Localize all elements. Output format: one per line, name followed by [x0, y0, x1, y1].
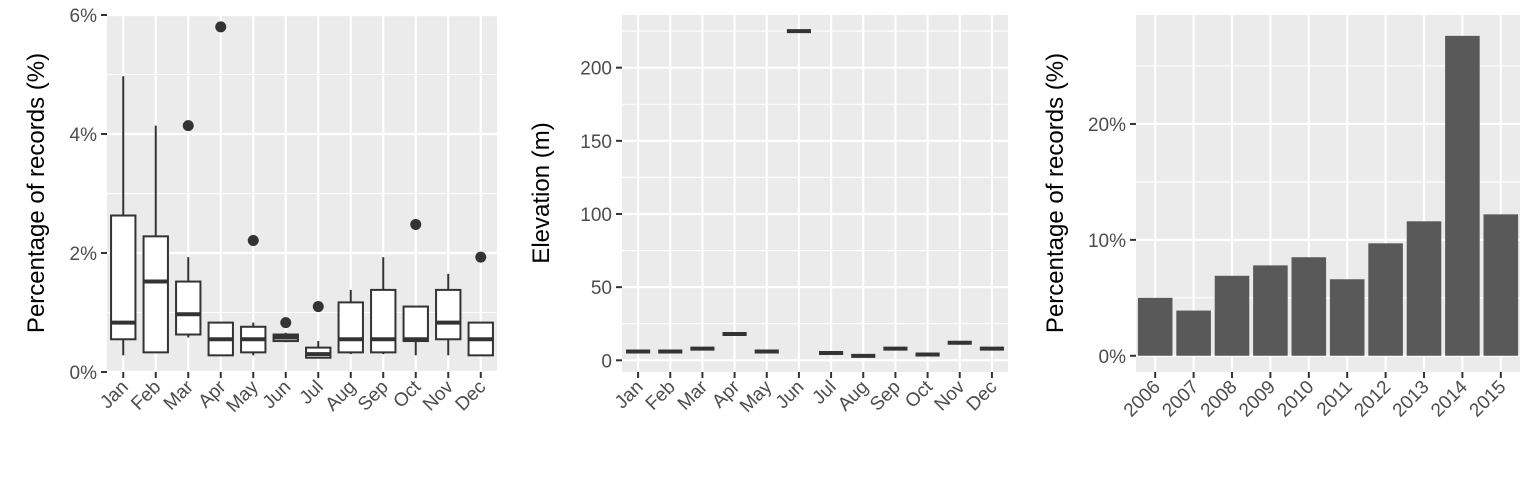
x-tick-label: Feb [642, 377, 680, 415]
x-tick-label: Sep [354, 377, 393, 416]
box-body [435, 288, 462, 341]
y-tick-labels: 0% 2% 4% 6% [70, 6, 107, 384]
y-axis-title: Percentage of records (%) [23, 53, 50, 333]
box-body [370, 288, 397, 354]
x-tick-label: 2012 [1350, 377, 1395, 422]
bar [1291, 257, 1327, 356]
bar-marks [1137, 35, 1519, 356]
box-outlier [182, 120, 194, 132]
x-tick-label: 2015 [1466, 377, 1511, 422]
x-tick-label: Jan [96, 377, 133, 414]
x-tick-label: Aug [322, 377, 361, 416]
x-tick-label: Oct [901, 376, 937, 412]
y-axis-title: Percentage of records (%) [1042, 53, 1069, 333]
box-body [175, 280, 202, 336]
box-outlier [247, 235, 259, 247]
x-tick-label: Mar [674, 376, 712, 414]
bar [1406, 221, 1442, 356]
box-marks [110, 21, 494, 359]
x-tick-label: 2008 [1197, 377, 1242, 422]
y-axis-title: Elevation (m) [528, 122, 555, 263]
grid-lines [622, 15, 1008, 372]
x-tick-label: 2006 [1120, 377, 1165, 422]
x-tick-label: 2007 [1158, 377, 1203, 422]
x-tick-label: Apr [708, 376, 744, 412]
x-tick-label: Jan [611, 377, 648, 414]
x-tick-label: Nov [931, 376, 970, 415]
bar [1137, 297, 1173, 356]
x-tick-label: 2013 [1389, 377, 1434, 422]
y-tick-label: 0% [70, 363, 98, 384]
y-tick-labels: 0% 10% 20% [1088, 115, 1136, 368]
box-outlier [215, 21, 227, 33]
bar [1329, 279, 1365, 356]
y-tick-labels: 0 50 100 150 200 [580, 59, 622, 372]
chart-yearly-percentage-bar: 0%10%20% 2006200720082009201020112012201… [1042, 15, 1520, 421]
y-tick-label: 150 [580, 132, 612, 153]
x-tick-label: Aug [834, 377, 873, 416]
y-tick-label: 100 [580, 205, 612, 226]
box-outlier [410, 218, 422, 230]
box-body [337, 301, 364, 354]
box-outlier [312, 301, 324, 313]
x-tick-label: Oct [390, 376, 426, 412]
x-tick-label: Jul [296, 377, 328, 409]
x-tick-label: 2009 [1235, 377, 1280, 422]
x-tick-label: Feb [127, 377, 165, 415]
x-tick-label: Dec [963, 377, 1002, 416]
x-tick-label: Jun [772, 377, 809, 414]
box-body [402, 305, 429, 343]
x-tick-label: Mar [160, 376, 198, 414]
x-tick-label: May [736, 376, 777, 417]
x-tick-label: 2011 [1313, 377, 1357, 421]
x-tick-label: Jul [809, 377, 841, 409]
box-outlier [280, 317, 292, 329]
x-tick-label: Nov [419, 376, 458, 415]
y-tick-label: 6% [70, 6, 98, 27]
y-tick-label: 2% [70, 244, 98, 265]
box-body [142, 235, 169, 354]
y-tick-label: 0 [601, 351, 612, 372]
bar [1445, 35, 1480, 356]
bar [1483, 214, 1519, 356]
x-tick-label: 2014 [1427, 376, 1472, 421]
bar [1176, 310, 1211, 356]
x-tick-label: 2010 [1274, 377, 1319, 422]
y-tick-label: 0% [1099, 347, 1127, 368]
y-tick-label: 50 [591, 278, 612, 299]
box-marks [626, 29, 1004, 358]
x-tick-label: May [223, 376, 264, 417]
y-tick-label: 20% [1088, 115, 1126, 136]
bar [1253, 265, 1288, 356]
x-tick-label: Sep [866, 377, 905, 416]
x-tick-label: Apr [195, 376, 231, 412]
y-tick-label: 200 [580, 59, 612, 80]
box-body [110, 214, 137, 341]
bar [1214, 275, 1250, 356]
x-tick-label: Dec [452, 377, 491, 416]
panel-background [622, 15, 1008, 372]
y-tick-label: 10% [1088, 231, 1126, 252]
y-tick-label: 4% [70, 125, 98, 146]
box-outlier [475, 251, 487, 263]
x-tick-label: Jun [259, 377, 296, 414]
bar [1368, 243, 1403, 356]
